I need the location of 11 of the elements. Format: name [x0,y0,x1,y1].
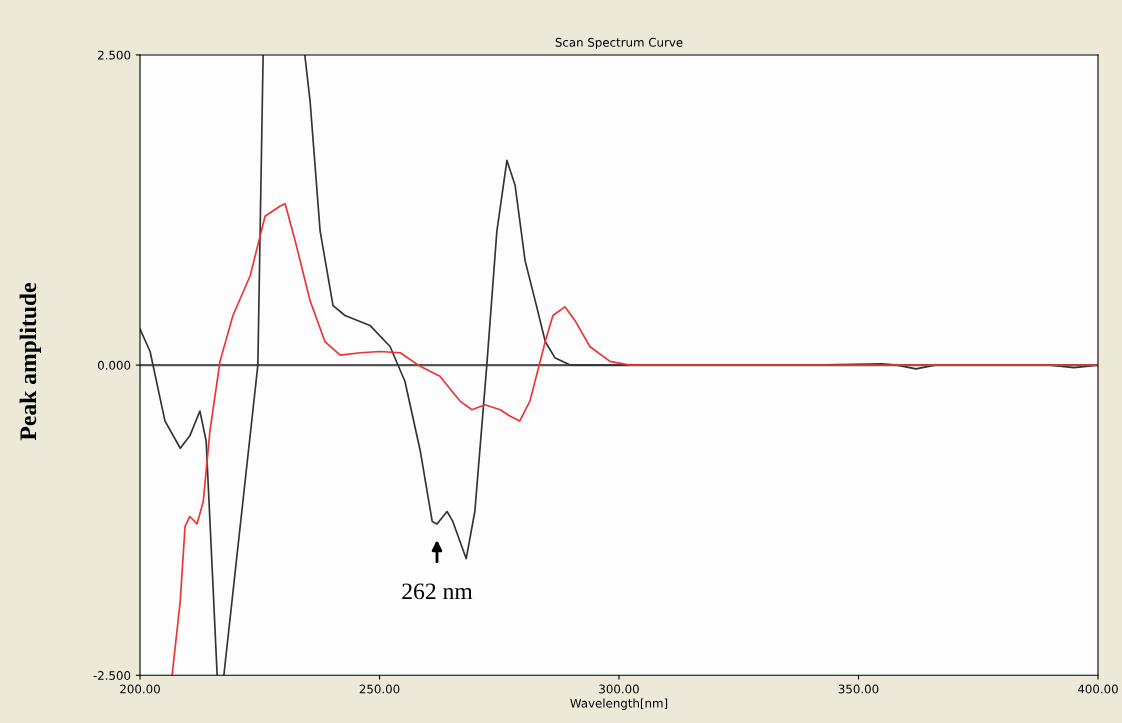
x-tick-label: 400.00 [1077,684,1118,694]
y-tick-label: 0.000 [97,360,131,370]
x-axis-title: Wavelength[nm] [570,698,668,710]
x-tick-label: 250.00 [359,684,400,694]
y-tick-label: 2.500 [98,50,131,60]
x-tick-label: 200.00 [120,684,160,694]
chart-title: Scan Spectrum Curve [555,37,683,50]
x-tick-label: 300.00 [599,684,639,694]
y-axis-title: Peak amplitude [19,283,41,441]
x-tick-label: 350.00 [838,684,879,694]
y-tick-label: -2.500 [93,671,131,680]
